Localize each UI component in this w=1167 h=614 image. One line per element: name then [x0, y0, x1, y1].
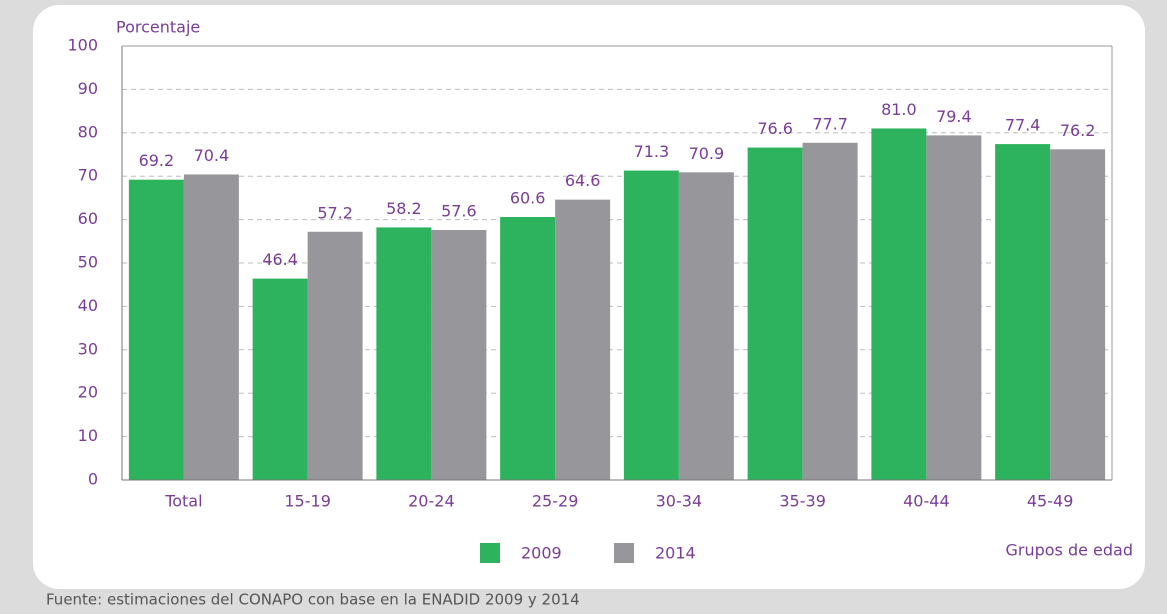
y-tick-label: 100: [67, 36, 98, 55]
value-label: 79.4: [936, 107, 972, 126]
x-tick-label: Total: [164, 492, 202, 511]
value-label: 76.2: [1060, 121, 1096, 140]
bar: [995, 144, 1051, 481]
value-label: 46.4: [262, 250, 298, 269]
bar: [1050, 149, 1106, 481]
y-tick-label: 0: [88, 470, 98, 489]
legend-swatch: [614, 543, 634, 563]
value-label: 81.0: [881, 100, 917, 119]
bar: [871, 128, 927, 480]
value-label: 57.2: [317, 203, 353, 222]
bar: [252, 278, 308, 480]
bar: [500, 216, 556, 480]
bar: [307, 231, 363, 480]
legend-label: 2014: [655, 544, 696, 563]
bar: [555, 199, 611, 481]
value-label: 64.6: [565, 171, 601, 190]
x-axis-label: Grupos de edad: [1005, 541, 1133, 560]
value-label: 58.2: [386, 199, 422, 218]
y-tick-label: 50: [78, 253, 98, 272]
value-label: 71.3: [634, 142, 670, 161]
x-tick-label: 25-29: [532, 492, 579, 511]
y-tick-label: 30: [78, 339, 98, 358]
y-tick-label: 90: [78, 79, 98, 98]
bar: [183, 174, 239, 481]
x-tick-label: 40-44: [903, 492, 950, 511]
value-label: 76.6: [757, 119, 793, 138]
legend-label: 2009: [521, 544, 562, 563]
bar: [747, 147, 803, 480]
value-label: 57.6: [441, 202, 477, 221]
y-axis-label: Porcentaje: [116, 18, 200, 37]
value-label: 77.7: [812, 114, 848, 133]
value-label: 69.2: [139, 151, 175, 170]
value-label: 77.4: [1005, 116, 1041, 135]
y-tick-label: 20: [78, 383, 98, 402]
x-tick-label: 15-19: [284, 492, 331, 511]
bar: [926, 135, 982, 481]
x-tick-label: 35-39: [779, 492, 826, 511]
y-tick-label: 40: [78, 296, 98, 315]
legend-swatch: [480, 543, 500, 563]
y-tick-label: 80: [78, 122, 98, 141]
bar: [623, 170, 679, 481]
value-label: 60.6: [510, 188, 546, 207]
value-label: 70.9: [689, 144, 725, 163]
source-note: Fuente: estimaciones del CONAPO con base…: [46, 591, 580, 609]
value-label: 70.4: [194, 146, 230, 165]
x-tick-label: 45-49: [1027, 492, 1074, 511]
x-tick-label: 30-34: [656, 492, 703, 511]
bar: [678, 172, 734, 480]
bar: [802, 142, 858, 481]
y-tick-label: 60: [78, 209, 98, 228]
bar: [376, 227, 432, 480]
y-tick-label: 10: [78, 426, 98, 445]
x-tick-label: 20-24: [408, 492, 455, 511]
y-tick-label: 70: [78, 166, 98, 185]
bar: [431, 230, 487, 480]
bar: [128, 179, 184, 480]
